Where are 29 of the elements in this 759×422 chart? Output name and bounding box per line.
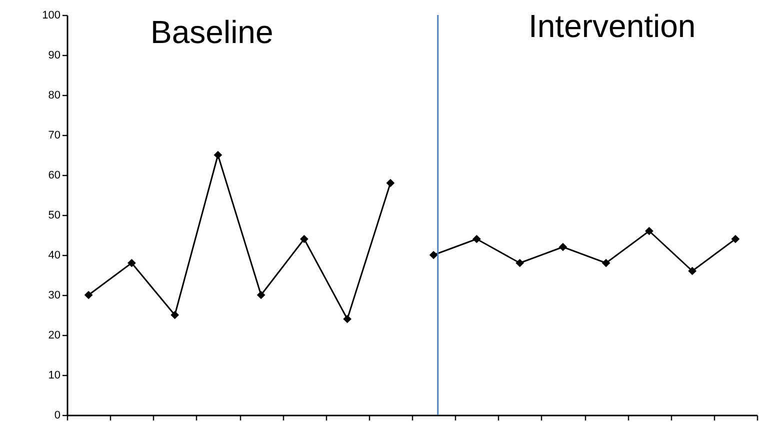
point xyxy=(688,266,696,276)
y-tick-label: 30 xyxy=(48,290,60,302)
y-tick-label: 0 xyxy=(54,410,60,422)
point xyxy=(256,290,266,300)
point xyxy=(343,314,352,324)
point xyxy=(602,258,610,268)
y-tick-label: 20 xyxy=(48,330,60,342)
y-tick-label: 70 xyxy=(48,130,60,142)
y-tick-label: 50 xyxy=(48,210,60,222)
point xyxy=(128,258,136,268)
point xyxy=(558,242,568,252)
point xyxy=(170,310,179,320)
y-tick-label: 60 xyxy=(48,170,60,182)
annotation: Intervention xyxy=(528,8,696,44)
point xyxy=(214,150,222,160)
annotation: Baseline xyxy=(150,14,274,50)
point xyxy=(472,234,481,244)
point xyxy=(84,290,93,300)
point xyxy=(645,226,654,236)
point xyxy=(731,234,740,244)
point xyxy=(300,234,308,244)
point xyxy=(516,258,524,268)
y-tick-label: 10 xyxy=(48,370,60,382)
point xyxy=(429,250,438,260)
y-tick-label: 100 xyxy=(42,10,60,22)
y-tick-label: 90 xyxy=(48,50,60,62)
y-tick-label: 80 xyxy=(48,90,60,102)
y-tick-label: 40 xyxy=(48,250,60,262)
point xyxy=(386,178,395,188)
